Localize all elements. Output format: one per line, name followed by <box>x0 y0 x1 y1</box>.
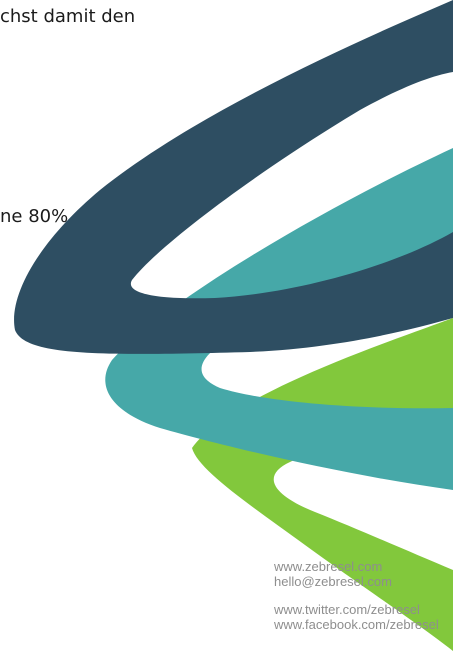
teal-swoosh-shape <box>105 148 453 490</box>
dark-swoosh-shape <box>14 0 453 354</box>
contact-group-web: www.zebresel.com hello@zebresel.com <box>274 559 439 589</box>
email-link[interactable]: hello@zebresel.com <box>274 574 392 589</box>
body-text-line-1: chst damit den <box>0 6 136 27</box>
contact-group-social: www.twitter.com/zebresel www.facebook.co… <box>274 602 439 632</box>
body-text-line-2: ne 80% <box>0 206 69 227</box>
contact-block: www.zebresel.com hello@zebresel.com www.… <box>274 559 439 632</box>
website-link[interactable]: www.zebresel.com <box>274 559 383 574</box>
twitter-link[interactable]: www.twitter.com/zebresel <box>274 602 420 617</box>
facebook-link[interactable]: www.facebook.com/zebresel <box>274 617 439 632</box>
